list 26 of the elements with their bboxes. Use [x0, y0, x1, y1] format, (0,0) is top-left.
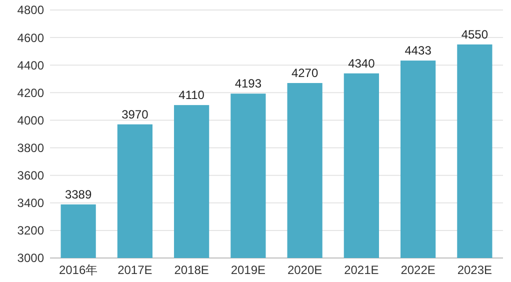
x-tick-label: 2016年 — [58, 263, 98, 277]
y-tick-label: 4400 — [17, 58, 44, 72]
y-tick-label: 4000 — [17, 113, 44, 128]
x-tick-label: 2019E — [230, 263, 266, 277]
data-label: 4193 — [234, 76, 262, 91]
data-label: 4340 — [348, 56, 376, 70]
data-label: 4550 — [461, 27, 488, 42]
y-tick-label: 3600 — [17, 168, 44, 183]
y-tick-label: 4600 — [17, 30, 44, 45]
x-tick-label: 2017E — [118, 263, 152, 277]
x-tick-label: 2020E — [287, 263, 322, 277]
y-tick-label: 4200 — [17, 86, 44, 100]
y-tick-label: 3000 — [17, 251, 44, 266]
data-label: 4433 — [404, 44, 432, 58]
y-tick-label: 4800 — [17, 3, 44, 18]
x-tick-label: 2023E — [457, 263, 492, 277]
y-tick-label: 3200 — [17, 224, 44, 238]
data-label: 4110 — [178, 88, 205, 102]
x-tick-label: 2021E — [344, 263, 379, 277]
x-tick-label: 2022E — [400, 263, 436, 277]
data-label: 3970 — [122, 107, 149, 122]
y-tick-label: 3800 — [17, 140, 44, 155]
x-tick-label: 2018E — [174, 263, 209, 277]
data-label: 3389 — [64, 187, 92, 202]
y-tick-label: 3400 — [17, 196, 44, 210]
data-label: 4270 — [291, 66, 318, 80]
